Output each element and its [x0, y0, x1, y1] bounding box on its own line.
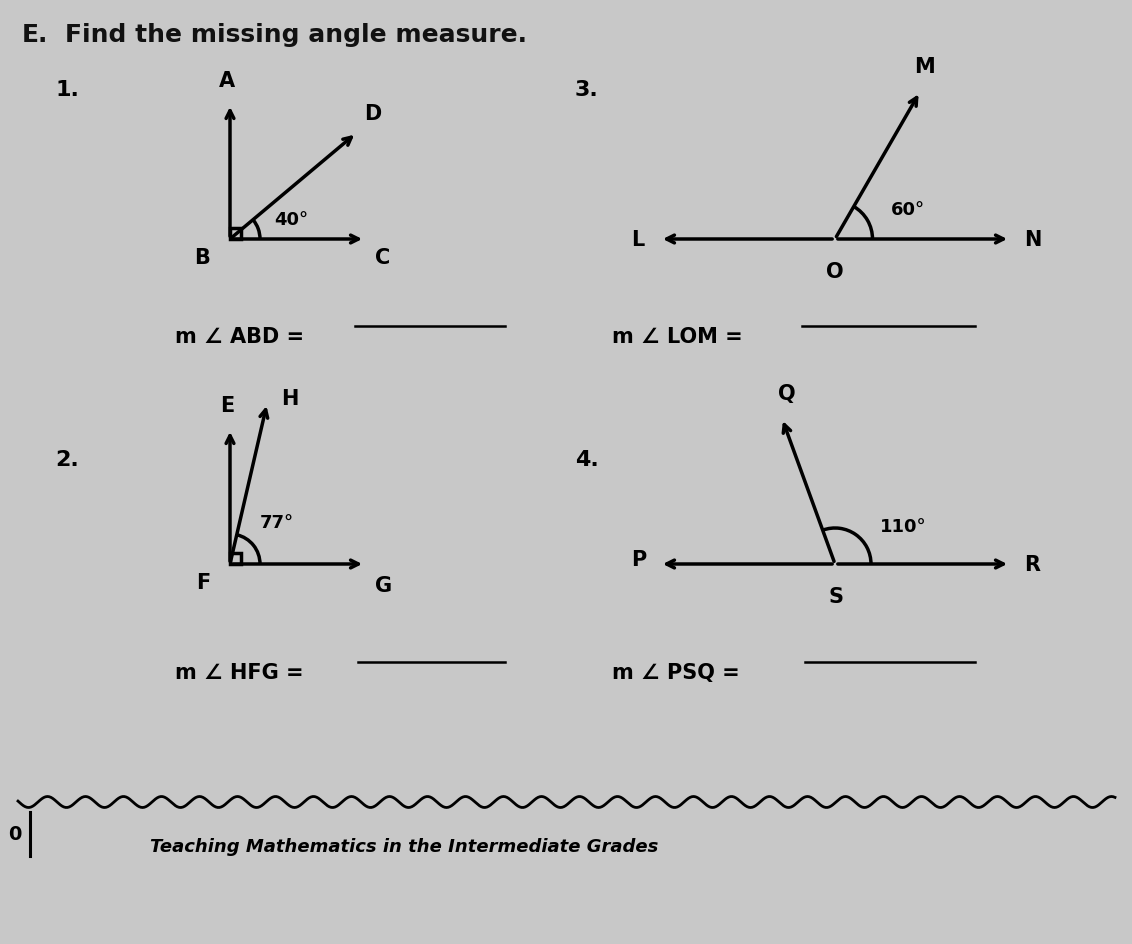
- Text: N: N: [1024, 229, 1041, 250]
- Text: S: S: [829, 586, 843, 606]
- Text: 4.: 4.: [575, 449, 599, 469]
- Text: m ∠ PSQ =: m ∠ PSQ =: [612, 663, 747, 683]
- Text: 0: 0: [8, 825, 22, 844]
- Text: m ∠ HFG =: m ∠ HFG =: [175, 663, 311, 683]
- Text: 2.: 2.: [55, 449, 79, 469]
- Text: m ∠ ABD =: m ∠ ABD =: [175, 327, 311, 346]
- Text: 3.: 3.: [575, 80, 599, 100]
- Text: m ∠ LOM =: m ∠ LOM =: [612, 327, 751, 346]
- Text: 110°: 110°: [880, 517, 927, 535]
- Text: Teaching Mathematics in the Intermediate Grades: Teaching Mathematics in the Intermediate…: [151, 837, 659, 855]
- Text: R: R: [1024, 554, 1040, 574]
- Text: Q: Q: [778, 384, 796, 404]
- Text: L: L: [631, 229, 644, 250]
- Text: G: G: [375, 576, 392, 596]
- Text: P: P: [631, 549, 646, 569]
- Text: A: A: [218, 71, 235, 91]
- Text: 77°: 77°: [260, 514, 294, 531]
- Text: 40°: 40°: [274, 211, 308, 228]
- Text: H: H: [281, 389, 299, 409]
- Text: M: M: [915, 57, 935, 76]
- Text: E.: E.: [22, 23, 49, 47]
- Text: 60°: 60°: [891, 201, 925, 219]
- Text: E: E: [220, 396, 234, 415]
- Text: B: B: [194, 247, 211, 268]
- Text: 1.: 1.: [55, 80, 79, 100]
- Text: D: D: [365, 104, 381, 124]
- Text: Find the missing angle measure.: Find the missing angle measure.: [65, 23, 528, 47]
- Text: C: C: [375, 247, 391, 268]
- Text: F: F: [196, 572, 211, 593]
- Text: O: O: [826, 261, 843, 281]
